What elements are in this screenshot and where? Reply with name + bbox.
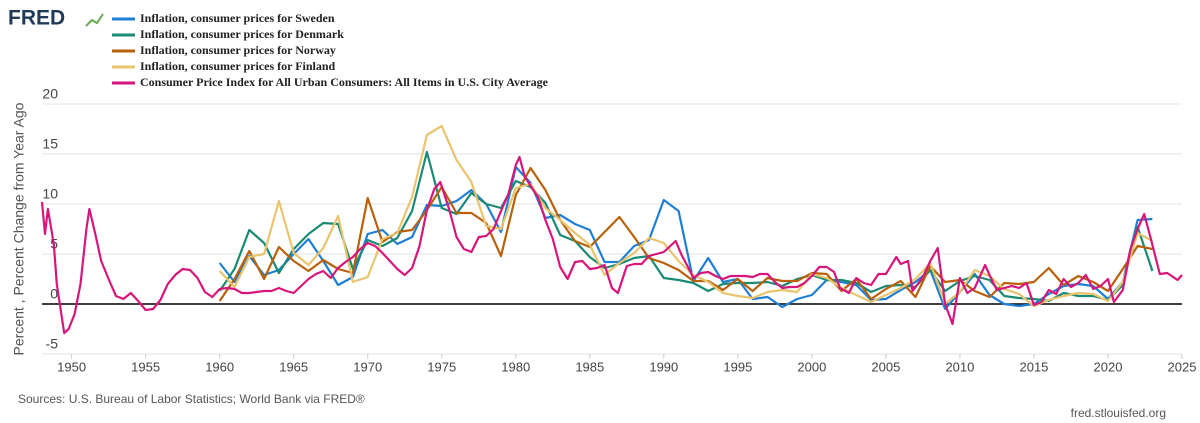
x-tick-label: 1990 xyxy=(649,359,678,374)
legend-label: Inflation, consumer prices for Finland xyxy=(140,59,336,73)
site: fred.stlouisfed.org xyxy=(1071,406,1166,420)
x-tick-label: 1985 xyxy=(575,359,604,374)
x-tick-label: 2015 xyxy=(1019,359,1048,374)
legend-label: Inflation, consumer prices for Norway xyxy=(140,43,336,57)
y-tick-label: 15 xyxy=(42,136,58,152)
x-tick-label: 1975 xyxy=(427,359,456,374)
y-axis-label: Percent , Percent Change from Year Ago xyxy=(11,102,27,355)
x-tick-label: 2010 xyxy=(945,359,974,374)
y-tick-label: 10 xyxy=(42,186,58,202)
x-tick-label: 2005 xyxy=(871,359,900,374)
series-line xyxy=(218,165,1153,311)
logo-icon xyxy=(85,13,104,27)
y-tick-label: 20 xyxy=(42,86,58,102)
legend-label: Inflation, consumer prices for Sweden xyxy=(140,11,335,25)
series-line xyxy=(218,124,1153,308)
x-tick-label: 1995 xyxy=(723,359,752,374)
x-tick-label: 1965 xyxy=(279,359,308,374)
y-tick-label: -5 xyxy=(46,336,59,352)
x-tick-label: 2000 xyxy=(797,359,826,374)
x-tick-label: 1950 xyxy=(57,359,86,374)
x-tick-label: 2025 xyxy=(1168,359,1197,374)
x-tick-label: 1955 xyxy=(131,359,160,374)
x-tick-label: 1960 xyxy=(205,359,234,374)
logo: FRED xyxy=(8,7,65,30)
legend-label: Consumer Price Index for All Urban Consu… xyxy=(140,75,549,89)
x-tick-label: 1970 xyxy=(353,359,382,374)
legend-label: Inflation, consumer prices for Denmark xyxy=(140,27,344,41)
sources: Sources: U.S. Bureau of Labor Statistics… xyxy=(18,392,365,406)
y-tick-label: 0 xyxy=(50,286,58,302)
x-tick-label: 2020 xyxy=(1094,359,1123,374)
x-tick-label: 1980 xyxy=(501,359,530,374)
series-line xyxy=(40,155,1183,335)
